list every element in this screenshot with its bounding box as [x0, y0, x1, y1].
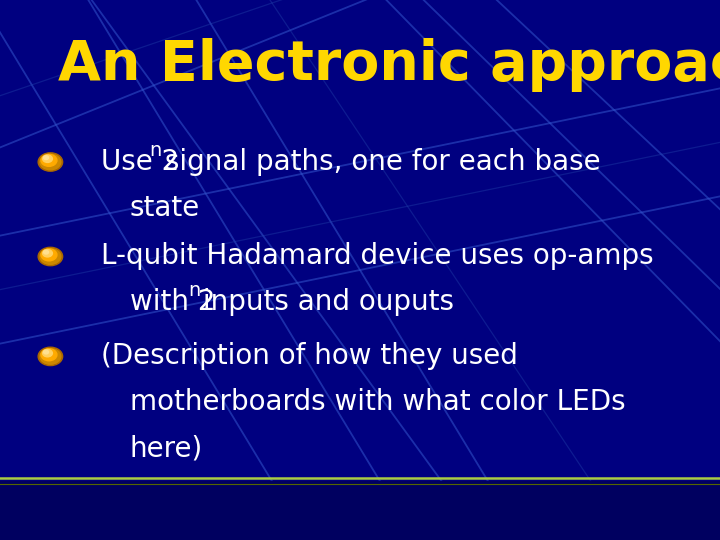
- Circle shape: [41, 154, 57, 166]
- Bar: [0, 481, 720, 540]
- Circle shape: [38, 153, 63, 171]
- Circle shape: [42, 349, 53, 357]
- Text: (Description of how they used: (Description of how they used: [101, 342, 518, 370]
- Text: inputs and ouputs: inputs and ouputs: [194, 288, 454, 316]
- Text: n: n: [188, 281, 200, 300]
- Text: Use 2: Use 2: [101, 148, 179, 176]
- Circle shape: [40, 154, 60, 170]
- Circle shape: [44, 251, 48, 254]
- Text: state: state: [130, 194, 200, 222]
- Circle shape: [44, 156, 48, 159]
- Text: with 2: with 2: [130, 288, 215, 316]
- Circle shape: [40, 349, 60, 364]
- Circle shape: [40, 249, 60, 264]
- Circle shape: [41, 349, 57, 361]
- Text: L-qubit Hadamard device uses op-amps: L-qubit Hadamard device uses op-amps: [101, 242, 654, 271]
- Circle shape: [42, 249, 53, 257]
- Text: here): here): [130, 434, 203, 462]
- Text: motherboards with what color LEDs: motherboards with what color LEDs: [130, 388, 625, 416]
- Circle shape: [38, 247, 63, 266]
- Circle shape: [41, 249, 57, 261]
- Circle shape: [38, 347, 63, 366]
- Text: n: n: [150, 140, 162, 160]
- Text: An Electronic approach: An Electronic approach: [58, 38, 720, 92]
- Circle shape: [44, 350, 48, 354]
- Circle shape: [42, 155, 53, 163]
- Text: signal paths, one for each base: signal paths, one for each base: [156, 148, 600, 176]
